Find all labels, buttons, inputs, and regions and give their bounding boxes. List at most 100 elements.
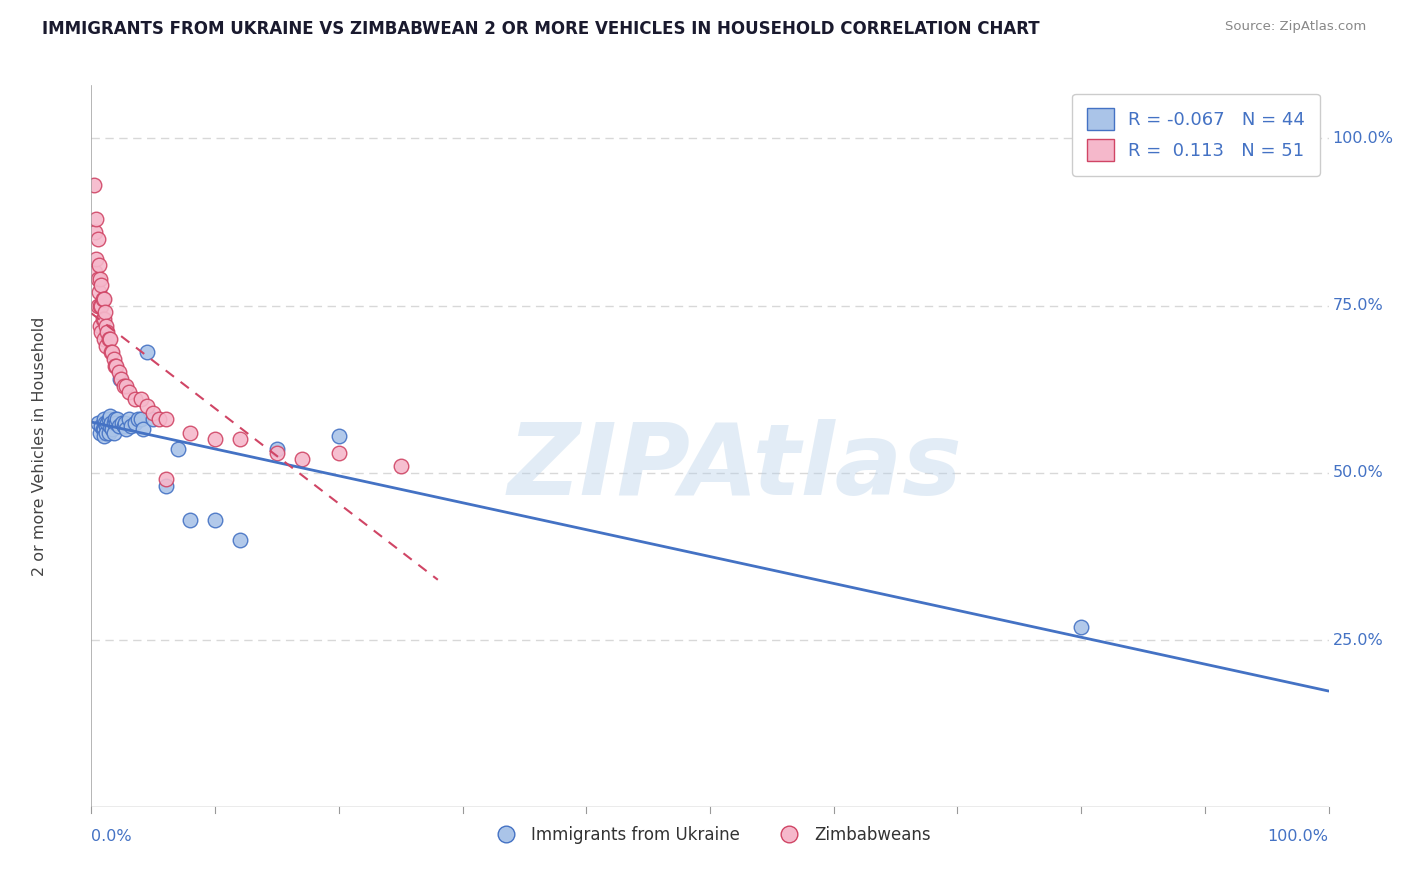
Point [93,332,115,346]
Point [101,345,124,359]
Point [96,419,118,434]
Point [129,412,152,426]
Point [86,211,108,226]
Point [90,278,112,293]
Point [129,392,152,407]
Point [112,379,135,393]
Point [86,299,108,313]
Point [108,372,131,386]
Point [93,292,115,306]
Point [132,422,155,436]
Text: IMMIGRANTS FROM UKRAINE VS ZIMBABWEAN 2 OR MORE VEHICLES IN HOUSEHOLD CORRELATIO: IMMIGRANTS FROM UKRAINE VS ZIMBABWEAN 2 … [42,20,1040,37]
Point [89,299,111,313]
Point [96,425,118,440]
Point [86,272,108,286]
Point [105,416,128,430]
Point [127,412,149,426]
Point [89,425,111,440]
Point [229,533,252,547]
Text: 100.0%: 100.0% [1268,829,1329,844]
Text: 50.0%: 50.0% [1333,466,1384,480]
Point [204,512,226,526]
Point [266,446,288,460]
Point [90,326,112,340]
Point [98,332,121,346]
Point [91,312,114,326]
Point [328,429,350,443]
Text: Source: ZipAtlas.com: Source: ZipAtlas.com [1226,20,1367,33]
Point [155,412,177,426]
Point [389,459,412,474]
Point [105,359,128,373]
Point [101,422,124,436]
Point [103,352,125,367]
Text: ZIPAtlas: ZIPAtlas [508,419,962,516]
Point [179,425,201,440]
Text: 100.0%: 100.0% [1333,131,1393,145]
Point [291,452,314,467]
Point [105,412,128,426]
Point [115,379,138,393]
Point [98,419,121,434]
Point [91,292,114,306]
Point [120,419,142,434]
Point [148,412,170,426]
Point [86,416,108,430]
Point [86,232,108,246]
Point [93,422,115,436]
Point [266,442,288,457]
Point [91,422,114,436]
Point [98,409,121,423]
Point [179,512,201,526]
Point [328,446,350,460]
Point [110,372,132,386]
Point [114,416,136,430]
Point [90,299,112,313]
Point [104,412,127,426]
Text: 25.0%: 25.0% [1333,632,1384,648]
Point [97,425,120,440]
Point [87,259,110,273]
Point [112,419,135,434]
Point [87,285,110,300]
Point [97,412,120,426]
Point [94,305,117,319]
Point [104,359,127,373]
Point [107,419,129,434]
Point [84,265,107,279]
Point [93,412,115,426]
Point [115,422,138,436]
Point [100,416,122,430]
Point [142,406,165,420]
Point [155,473,177,487]
Text: 2 or more Vehicles in Household: 2 or more Vehicles in Household [32,317,46,575]
Text: 0.0%: 0.0% [91,829,132,844]
Point [117,412,139,426]
Point [93,312,115,326]
Point [204,433,226,447]
Point [96,326,118,340]
Point [103,425,125,440]
Point [1070,620,1092,634]
Point [229,433,252,447]
Point [111,416,134,430]
Point [117,385,139,400]
Point [90,419,112,434]
Point [142,412,165,426]
Point [84,225,107,239]
Point [100,345,122,359]
Point [167,442,190,457]
Point [136,399,159,413]
Point [94,416,117,430]
Point [155,479,177,493]
Point [96,416,118,430]
Point [89,272,111,286]
Point [86,252,108,266]
Point [89,318,111,333]
Text: 75.0%: 75.0% [1333,298,1384,313]
Point [93,429,115,443]
Point [124,416,146,430]
Point [96,318,118,333]
Point [107,366,129,380]
Point [97,332,120,346]
